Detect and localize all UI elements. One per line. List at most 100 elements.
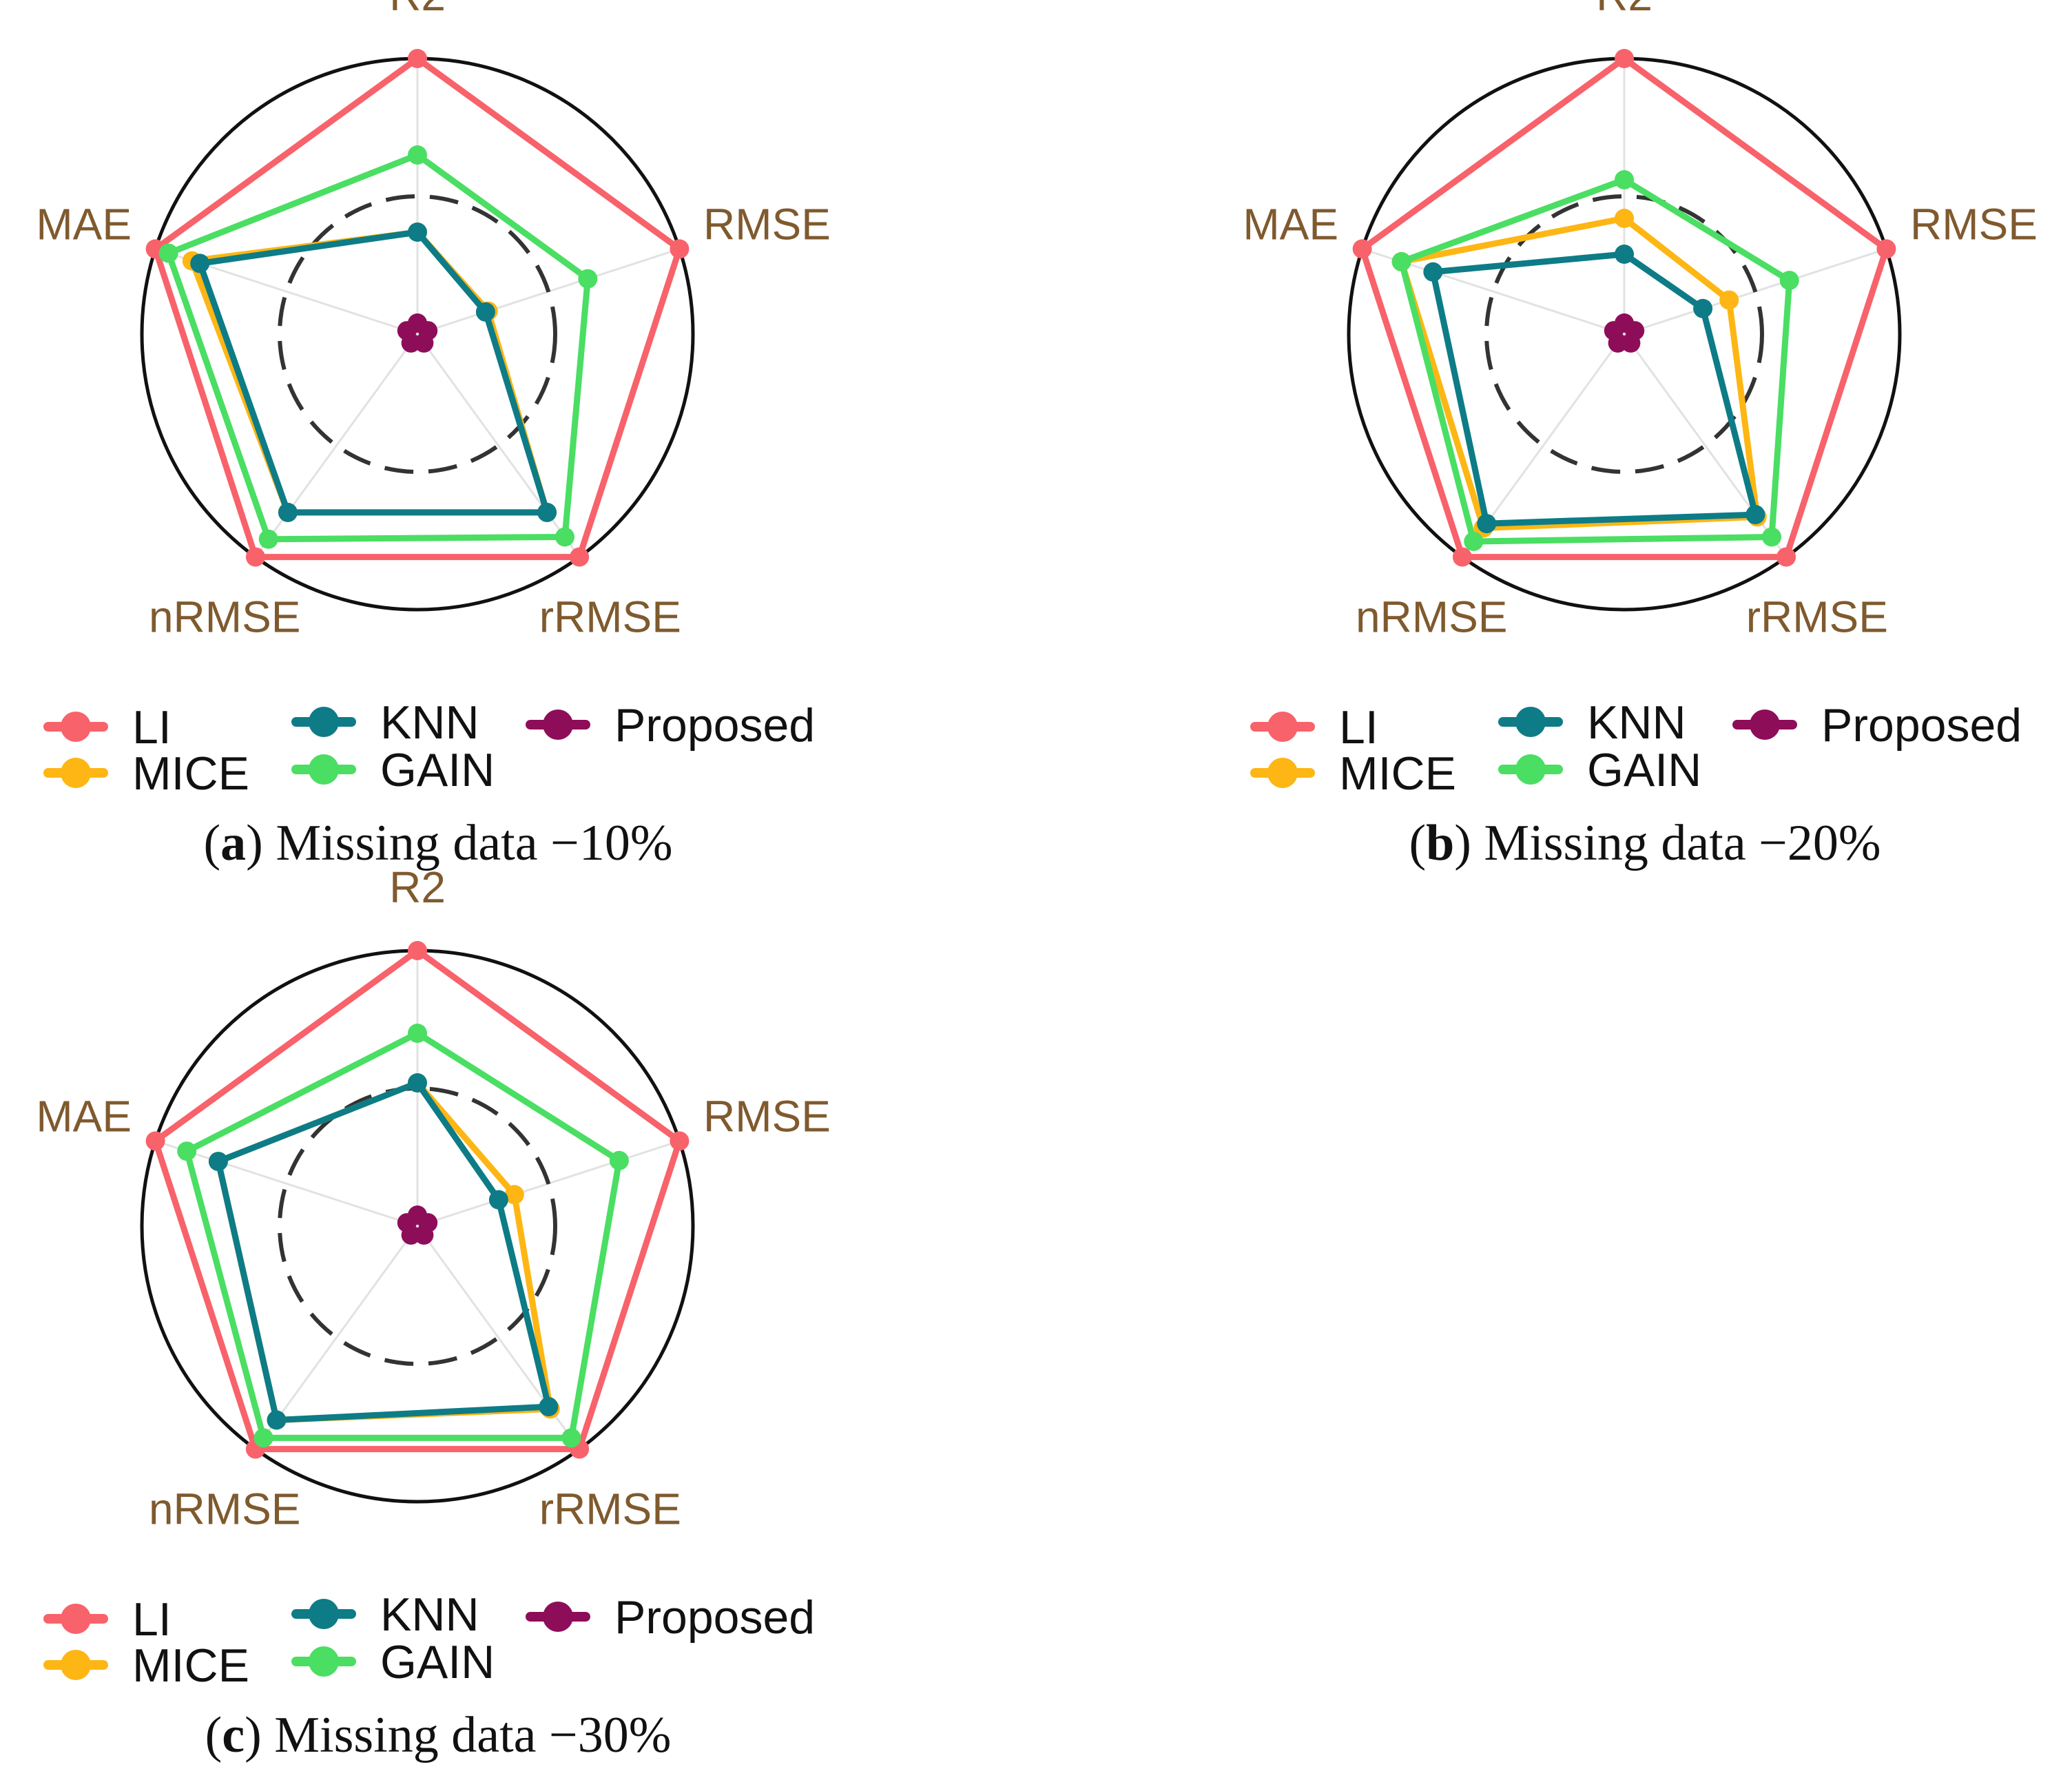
point-a-knn-rrmse [537,502,557,522]
series-line-c-gain [183,1030,623,1441]
legend-swatch-dot-c-3 [309,1646,339,1677]
point-b-knn-nrmse [1477,514,1497,534]
series-line-b-knn [1429,251,1759,527]
reference-circle-b [1484,194,1764,474]
point-c-knn-rmse [488,1190,508,1210]
series-b-knn [1423,245,1765,534]
point-c-proposed-mae [397,1213,417,1233]
point-b-li-rrmse [1776,547,1796,567]
legend-label-a-mice: MICE [132,747,249,800]
series-line-b-gain [1398,176,1793,545]
point-b-proposed-mae [1604,321,1624,341]
series-a-proposed [397,313,438,353]
radar-c: R2 RMSE rRMSE nRMSE MAE [36,862,831,1534]
series-line-c-knn [215,1079,552,1423]
point-a-knn-rmse [475,302,495,322]
series-b-proposed [1604,313,1645,353]
radar-a: R2 RMSE rRMSE nRMSE MAE [36,0,831,642]
point-a-gain-r2 [408,145,427,165]
point-b-li-rmse [1876,239,1896,259]
legend-item-c-proposed: Proposed [526,1591,815,1644]
series-c-knn [208,1073,559,1430]
legend-item-a-knn: KNN [291,696,479,749]
point-a-gain-rrmse [555,527,574,547]
axis-label-b-nrmse: nRMSE [1356,592,1508,642]
series-line-a-li [152,55,683,561]
point-c-mice-rmse [504,1185,524,1205]
point-a-gain-mae [158,243,178,263]
point-b-li-mae [1352,239,1372,259]
axis-label-c-mae: MAE [36,1091,132,1141]
legend-swatch-dot-b-0 [1267,712,1298,742]
point-c-knn-r2 [408,1073,427,1093]
legend-swatch-dot-a-0 [61,712,91,742]
axis-label-c-nrmse: nRMSE [149,1484,301,1534]
point-c-gain-rrmse [561,1428,581,1448]
axis-label-a-nrmse: nRMSE [149,592,301,642]
legend-label-a-gain: GAIN [380,744,495,796]
point-b-gain-rmse [1779,271,1799,291]
point-c-gain-r2 [408,1024,427,1043]
series-line-a-gain [165,152,591,543]
legend-item-c-li: LI [43,1593,172,1646]
legend-swatch-dot-a-2 [309,707,339,737]
legend-item-b-gain: GAIN [1498,744,1701,796]
point-a-gain-rmse [578,269,598,289]
point-c-li-mae [145,1131,165,1151]
point-c-knn-rrmse [539,1397,559,1417]
series-c-li [145,941,690,1459]
axis-label-b-mae: MAE [1243,199,1338,249]
caption-b-letter: b [1426,815,1454,871]
series-line-c-li [152,947,683,1453]
point-c-li-r2 [408,941,427,960]
point-c-gain-nrmse [253,1428,273,1448]
point-a-li-nrmse [245,547,265,567]
legend-swatch-dot-c-0 [61,1604,91,1634]
point-c-gain-rmse [609,1150,629,1170]
point-a-li-r2 [408,49,427,68]
legend-label-b-gain: GAIN [1587,744,1701,796]
caption-c: (c) Missing data −30% [205,1707,672,1763]
point-b-knn-rmse [1693,298,1713,318]
point-b-knn-mae [1423,262,1443,282]
legend-swatch-dot-a-3 [309,754,339,785]
legend-label-c-mice: MICE [132,1639,249,1692]
point-c-li-rmse [670,1131,690,1151]
series-a-gain [158,145,598,549]
reference-circle-a [278,194,557,474]
legend-item-a-mice: MICE [43,747,249,800]
spoke-c-4 [155,1139,418,1228]
axis-label-b-rmse: RMSE [1910,199,2038,249]
legend-label-b-knn: KNN [1587,696,1686,749]
legend-item-b-mice: MICE [1250,747,1456,800]
point-b-li-nrmse [1452,547,1472,567]
axis-label-a-rrmse: rRMSE [539,592,681,642]
radar-b: R2 RMSE rRMSE nRMSE MAE [1243,0,2038,642]
point-a-li-rmse [670,239,690,259]
legend-label-a-knn: KNN [380,696,479,749]
point-c-gain-mae [177,1141,197,1161]
point-a-li-rrmse [570,547,590,567]
caption-b: (b) Missing data −20% [1409,815,1881,871]
legend-item-a-li: LI [43,701,172,754]
legend-swatch-dot-b-1 [1267,758,1298,788]
legend-swatch-dot-c-1 [61,1650,91,1680]
legend-swatch-dot-b-2 [1515,707,1546,737]
point-c-knn-mae [208,1152,228,1172]
legend-label-a-proposed: Proposed [614,699,815,752]
point-b-li-r2 [1615,49,1634,68]
legend-item-b-li: LI [1250,701,1378,754]
axis-label-c-rrmse: rRMSE [539,1484,681,1534]
reference-circle-c [278,1086,557,1366]
series-line-b-mice [1398,215,1761,531]
series-c-proposed [397,1205,438,1245]
legend-item-b-proposed: Proposed [1732,699,2022,752]
axis-label-a-r2: R2 [389,0,446,20]
legend-item-a-proposed: Proposed [526,699,815,752]
legend-item-b-knn: KNN [1498,696,1686,749]
axis-label-c-r2: R2 [389,862,446,912]
caption-c-letter: c [222,1707,245,1763]
